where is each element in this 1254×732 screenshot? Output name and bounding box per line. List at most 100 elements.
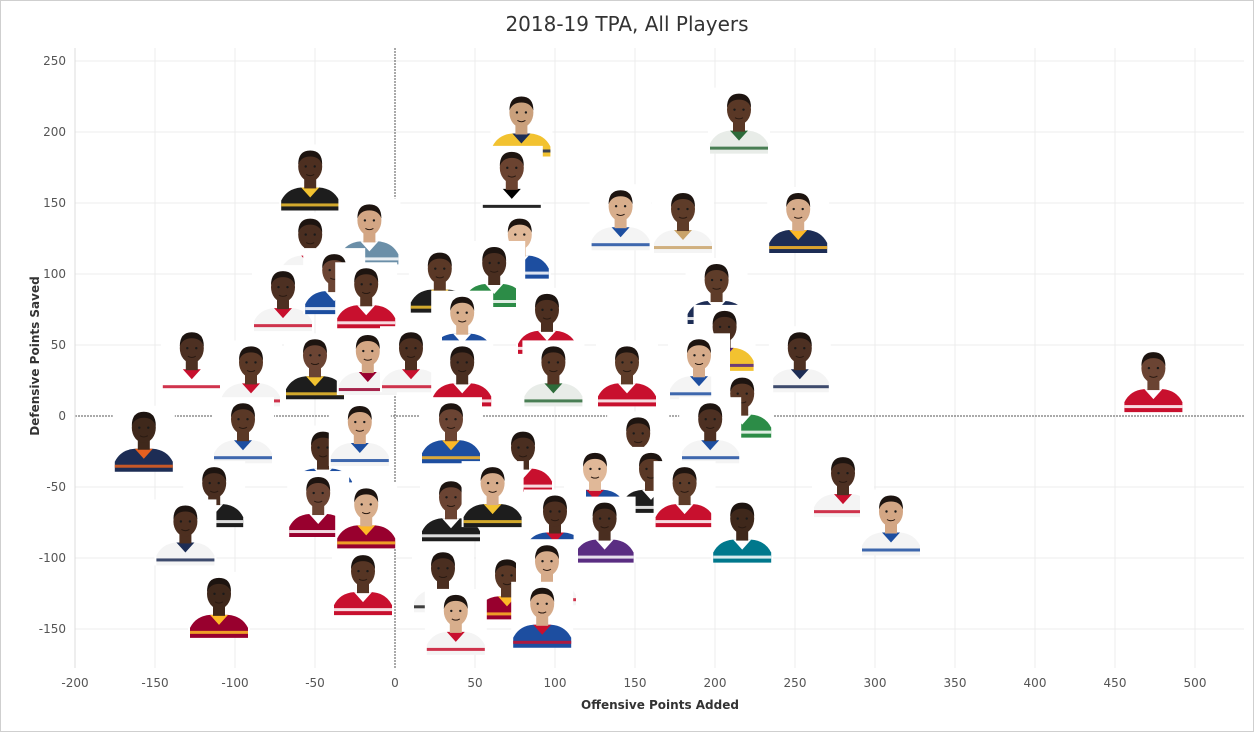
mouth bbox=[305, 242, 315, 245]
eye bbox=[837, 471, 840, 475]
hair bbox=[298, 150, 323, 165]
jersey-collar bbox=[538, 330, 556, 341]
jersey-trim bbox=[862, 548, 920, 552]
head bbox=[306, 478, 331, 509]
eye bbox=[309, 354, 312, 357]
player-headshot-marker bbox=[335, 482, 398, 549]
mouth bbox=[793, 216, 803, 219]
hair bbox=[511, 431, 535, 446]
jersey-trim bbox=[214, 456, 272, 460]
eye bbox=[414, 347, 417, 350]
jersey-collar bbox=[790, 369, 809, 380]
head bbox=[303, 340, 327, 371]
hair bbox=[583, 452, 607, 467]
eye bbox=[550, 308, 553, 312]
eye bbox=[641, 432, 644, 435]
jersey-trim bbox=[162, 385, 221, 389]
eye bbox=[363, 219, 367, 222]
jersey-trim bbox=[513, 640, 572, 644]
jersey-collar bbox=[210, 614, 228, 625]
hair bbox=[450, 346, 475, 361]
head bbox=[704, 265, 729, 296]
mouth bbox=[694, 362, 704, 366]
jersey-trim bbox=[190, 630, 248, 634]
eye bbox=[328, 268, 331, 272]
eye bbox=[607, 517, 611, 520]
jersey-collar bbox=[358, 372, 377, 383]
y-tick-label: 250 bbox=[43, 54, 66, 68]
jersey-trim bbox=[575, 555, 634, 559]
mouth bbox=[734, 117, 744, 120]
hair bbox=[439, 481, 463, 496]
hair bbox=[306, 477, 331, 492]
eye bbox=[686, 207, 689, 211]
eye bbox=[794, 347, 797, 350]
mouth bbox=[457, 369, 467, 373]
eye bbox=[541, 560, 544, 563]
mouth bbox=[542, 317, 552, 320]
hair bbox=[608, 190, 633, 205]
jersey-collar bbox=[357, 525, 376, 536]
mouth bbox=[358, 578, 368, 581]
eye bbox=[501, 574, 504, 577]
head bbox=[354, 269, 379, 300]
x-tick-label: 400 bbox=[1024, 676, 1047, 690]
jersey-trim bbox=[254, 324, 312, 328]
hair bbox=[351, 555, 375, 570]
jersey-collar bbox=[674, 230, 692, 241]
eye bbox=[147, 426, 150, 429]
x-tick-label: -50 bbox=[305, 676, 325, 690]
hair bbox=[427, 252, 452, 267]
head bbox=[271, 272, 295, 303]
jersey-trim bbox=[281, 203, 340, 207]
jersey-collar bbox=[134, 448, 153, 459]
jersey-collar bbox=[544, 383, 563, 394]
eye bbox=[742, 108, 745, 111]
mouth bbox=[600, 526, 609, 529]
jersey-collar bbox=[453, 333, 472, 344]
eye bbox=[524, 111, 528, 114]
eye bbox=[208, 481, 211, 485]
hair bbox=[672, 467, 697, 482]
mouth bbox=[590, 476, 600, 479]
eye bbox=[541, 308, 544, 312]
chart-title: 2018-19 TPA, All Players bbox=[505, 12, 749, 36]
eye bbox=[450, 609, 453, 613]
mouth bbox=[550, 519, 560, 522]
hair bbox=[131, 411, 156, 426]
eye bbox=[138, 426, 141, 429]
hair bbox=[347, 406, 372, 421]
jersey-trim bbox=[340, 257, 399, 261]
mouth bbox=[502, 582, 512, 586]
eye bbox=[515, 166, 518, 170]
jersey-trim bbox=[334, 608, 392, 612]
eye bbox=[179, 520, 183, 523]
jersey-collar bbox=[586, 489, 604, 500]
head bbox=[354, 489, 379, 520]
jersey-trim bbox=[330, 459, 389, 463]
jersey-trim bbox=[598, 399, 656, 403]
jersey-trim bbox=[770, 385, 829, 389]
head bbox=[698, 404, 723, 435]
hair bbox=[322, 254, 347, 269]
jersey-collar bbox=[360, 241, 379, 252]
mouth bbox=[446, 426, 456, 429]
player-headshot-marker bbox=[279, 144, 342, 211]
eye bbox=[237, 418, 240, 421]
player-headshot-marker bbox=[1122, 346, 1185, 413]
eye bbox=[454, 418, 457, 421]
mouth bbox=[278, 294, 288, 297]
eye bbox=[188, 520, 192, 523]
eye bbox=[304, 165, 307, 168]
eye bbox=[736, 517, 739, 520]
y-tick-label: -100 bbox=[39, 551, 66, 565]
eye bbox=[536, 602, 539, 605]
hair bbox=[535, 545, 559, 560]
y-tick-label: 50 bbox=[51, 338, 66, 352]
head bbox=[1141, 353, 1166, 384]
jersey-collar bbox=[595, 539, 614, 550]
eye bbox=[456, 361, 459, 364]
x-tick-label: 200 bbox=[704, 676, 727, 690]
eye bbox=[486, 481, 490, 485]
head bbox=[207, 578, 231, 609]
